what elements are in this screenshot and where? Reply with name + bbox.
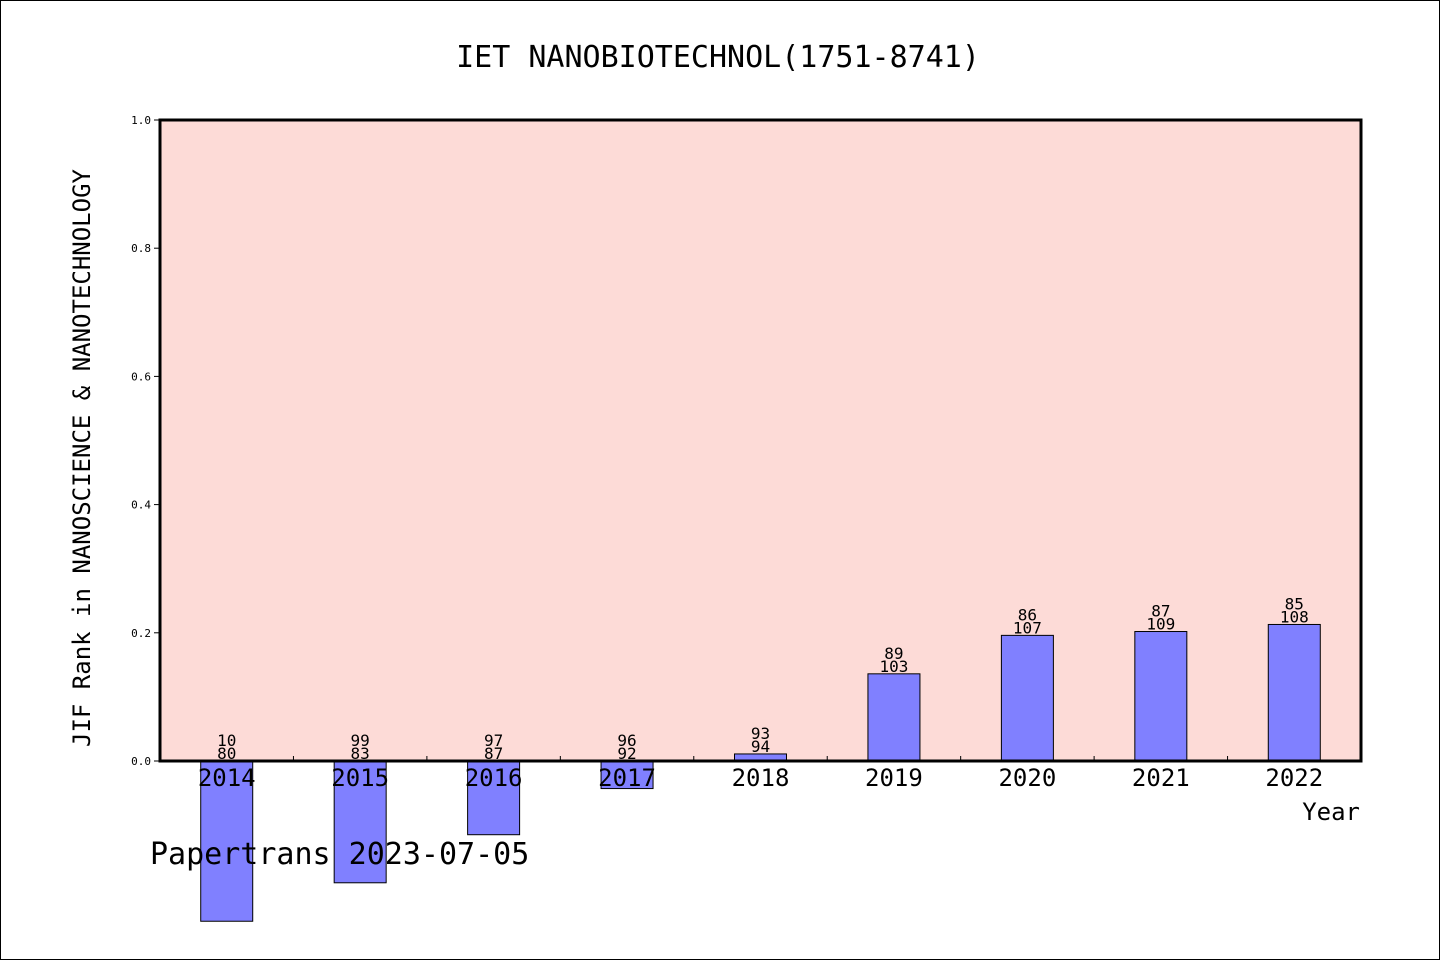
bar-2019 <box>868 674 920 761</box>
data-label-top: 85 <box>1285 594 1304 613</box>
x-tick-label: 2022 <box>1265 764 1323 792</box>
y-tick-label: 0.4 <box>131 499 151 512</box>
bar-2020 <box>1001 635 1053 761</box>
y-tick-label: 0.0 <box>131 755 151 768</box>
data-label-top: 99 <box>351 731 370 750</box>
x-tick-label: 2014 <box>198 764 256 792</box>
y-tick-label: 0.6 <box>131 370 151 383</box>
x-tick-label: 2016 <box>465 764 523 792</box>
chart-title: IET NANOBIOTECHNOL(1751-8741) <box>456 40 980 75</box>
data-label-top: 96 <box>617 731 636 750</box>
data-label-top: 10 <box>217 731 236 750</box>
x-tick-label: 2019 <box>865 764 923 792</box>
data-label-top: 97 <box>484 731 503 750</box>
data-label-top: 86 <box>1018 605 1037 624</box>
x-tick-label: 2020 <box>998 764 1056 792</box>
x-tick-label: 2021 <box>1132 764 1190 792</box>
data-label-top: 89 <box>884 644 903 663</box>
x-tick-labels: 2014 2015 2016 2017 2018 2019 2020 2021 2022 <box>198 764 1323 792</box>
watermark-text: Papertrans 2023-07-05 <box>150 837 529 872</box>
y-tick-label: 0.8 <box>131 242 151 255</box>
data-label-top: 93 <box>751 724 770 743</box>
x-tick-label: 2017 <box>598 764 656 792</box>
x-axis-label: Year <box>1302 798 1360 826</box>
x-tick-label: 2018 <box>732 764 790 792</box>
y-tick-label: 1.0 <box>131 114 151 127</box>
y-tick-label: 0.2 <box>131 627 151 640</box>
data-label-top: 87 <box>1151 602 1170 621</box>
y-axis-label: JIF Rank in NANOSCIENCE & NANOTECHNOLOGY <box>68 168 96 747</box>
y-axis-ticks: 0.0 0.2 0.4 0.6 0.8 1.0 <box>131 114 160 768</box>
bar-2022 <box>1268 624 1320 761</box>
x-tick-label: 2015 <box>331 764 389 792</box>
bar-2021 <box>1135 632 1187 761</box>
